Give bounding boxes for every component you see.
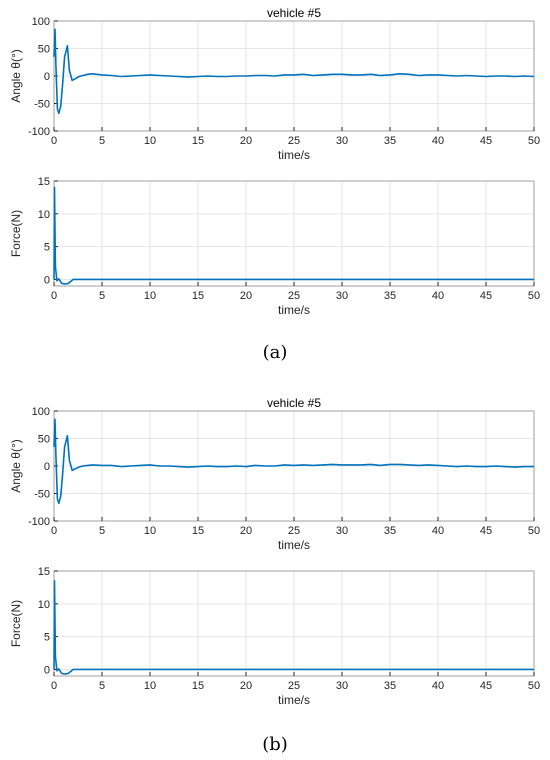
chart-b-angle: 0 5 10 15 20 25 30 35 40 45 50 100 50 0 -50 -100 time/s A…	[9, 396, 540, 552]
x-tick-label: 10	[144, 290, 156, 302]
x-tick-label: 15	[192, 680, 204, 692]
x-tick-label: 40	[432, 525, 444, 537]
x-tick-label: 30	[336, 680, 348, 692]
x-tick-label: 50	[528, 525, 540, 537]
x-tick-label: 35	[384, 680, 396, 692]
y-axis-label: Force(N)	[9, 210, 23, 257]
x-tick-label: 25	[288, 680, 300, 692]
y-tick-label: 0	[44, 461, 50, 473]
x-tick-label: 0	[51, 135, 57, 147]
caption-a: (a)	[263, 342, 288, 363]
x-axis-label: time/s	[278, 148, 310, 162]
x-tick-label: 30	[336, 135, 348, 147]
x-tick-label: 20	[240, 680, 252, 692]
x-tick-label: 40	[432, 290, 444, 302]
x-tick-label: 10	[144, 135, 156, 147]
y-tick-label: 100	[32, 406, 50, 418]
x-tick-label: 15	[192, 525, 204, 537]
x-tick-label: 25	[288, 135, 300, 147]
x-tick-label: 0	[51, 290, 57, 302]
y-tick-label: 0	[44, 71, 50, 83]
x-tick-label: 40	[432, 680, 444, 692]
caption-b: (b)	[262, 734, 288, 755]
x-tick-label: 45	[480, 135, 492, 147]
x-tick-label: 15	[192, 290, 204, 302]
x-tick-label: 5	[99, 290, 105, 302]
x-tick-label: 45	[480, 525, 492, 537]
y-tick-label: 5	[44, 242, 50, 254]
x-tick-label: 15	[192, 135, 204, 147]
x-tick-label: 20	[240, 135, 252, 147]
chart-title: vehicle #5	[267, 6, 321, 20]
x-tick-label: 5	[99, 525, 105, 537]
y-tick-label: -50	[34, 99, 50, 111]
series-line	[53, 580, 534, 675]
y-axis-label: Angle θ(°)	[9, 49, 23, 103]
x-tick-label: 5	[99, 680, 105, 692]
x-axis-label: time/s	[278, 693, 310, 707]
x-tick-label: 30	[336, 525, 348, 537]
chart-a-angle: 0 5 10 15 20 25 30 35 40 45 50 100 50 0 -50 -100 time/s A…	[9, 6, 540, 162]
y-tick-label: 50	[38, 434, 50, 446]
x-axis-label: time/s	[278, 538, 310, 552]
y-axis-label: Force(N)	[9, 600, 23, 647]
y-axis-label: Angle θ(°)	[9, 439, 23, 493]
y-tick-label: 10	[38, 209, 50, 221]
series-line	[53, 186, 534, 285]
x-tick-label: 35	[384, 290, 396, 302]
series-line	[53, 418, 534, 505]
y-tick-label: 50	[38, 44, 50, 56]
x-tick-label: 0	[51, 680, 57, 692]
x-tick-label: 35	[384, 135, 396, 147]
x-tick-label: 40	[432, 135, 444, 147]
x-tick-label: 25	[288, 290, 300, 302]
x-tick-label: 50	[528, 680, 540, 692]
y-tick-label: -100	[28, 126, 50, 138]
y-tick-label: 0	[44, 274, 50, 286]
x-tick-label: 20	[240, 290, 252, 302]
series-line	[53, 28, 535, 115]
x-axis-label: time/s	[278, 303, 310, 317]
y-tick-label: 10	[38, 599, 50, 611]
x-tick-label: 0	[51, 525, 57, 537]
x-tick-label: 50	[528, 290, 540, 302]
x-tick-label: 10	[144, 680, 156, 692]
y-tick-label: 5	[44, 632, 50, 644]
x-tick-label: 20	[240, 525, 252, 537]
x-tick-label: 25	[288, 525, 300, 537]
plots-layer: 0 5 10 15 20 25 30 35 40 45 50100500-50-100time/sA…	[9, 6, 540, 707]
y-tick-label: 0	[44, 664, 50, 676]
y-tick-label: 15	[38, 176, 50, 188]
x-tick-label: 50	[528, 135, 540, 147]
y-tick-label: 100	[32, 16, 50, 28]
x-tick-label: 45	[480, 680, 492, 692]
x-tick-label: 5	[99, 135, 105, 147]
y-tick-label: -100	[28, 516, 50, 528]
y-tick-label: 15	[38, 566, 50, 578]
y-tick-label: -50	[34, 489, 50, 501]
chart-title: vehicle #5	[267, 396, 321, 410]
x-tick-label: 30	[336, 290, 348, 302]
x-tick-label: 35	[384, 525, 396, 537]
x-tick-label: 10	[144, 525, 156, 537]
x-tick-label: 45	[480, 290, 492, 302]
